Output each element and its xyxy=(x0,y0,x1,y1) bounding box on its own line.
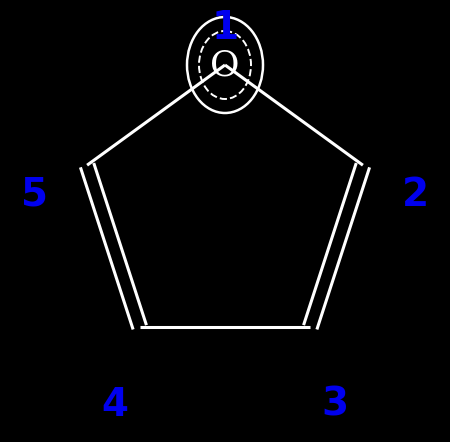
Text: 3: 3 xyxy=(321,386,349,424)
Text: 1: 1 xyxy=(212,9,239,47)
Text: 5: 5 xyxy=(22,176,49,214)
Text: 4: 4 xyxy=(102,386,129,424)
Text: 2: 2 xyxy=(401,176,428,214)
Text: O: O xyxy=(210,48,240,82)
